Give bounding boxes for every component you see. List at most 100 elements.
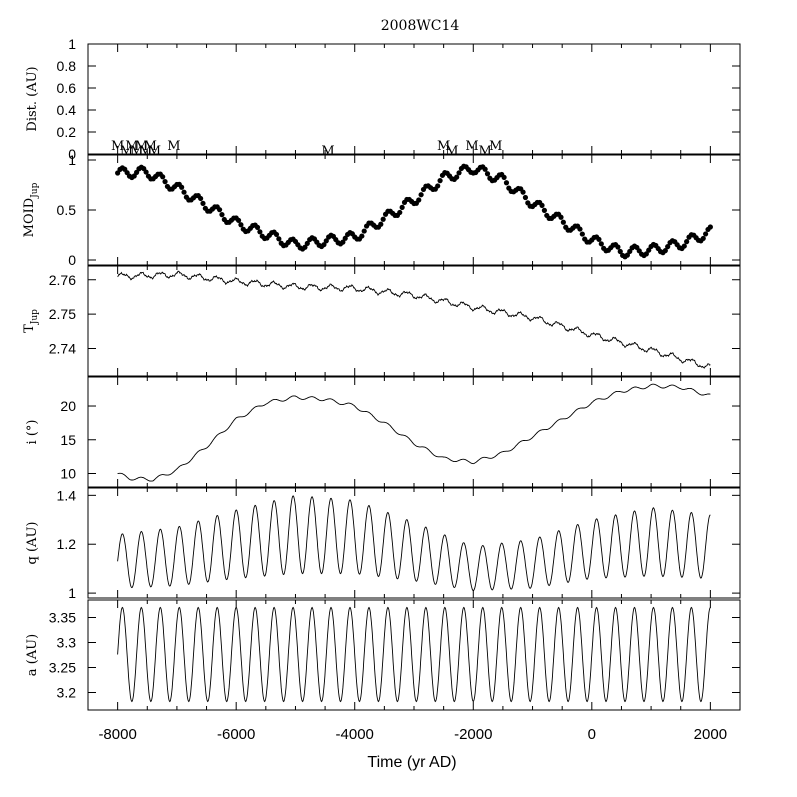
panel-frame xyxy=(87,487,741,599)
y-tick-label: 3.2 xyxy=(57,685,77,701)
data-point xyxy=(342,235,348,241)
close-approach-marker: M xyxy=(437,139,450,154)
x-axis-label: Time (yr AD) xyxy=(367,754,456,771)
panel-moid: 0 0.5 1 MOIDJup xyxy=(22,152,741,268)
data-point xyxy=(238,222,244,228)
data-point xyxy=(503,180,510,186)
data-point xyxy=(276,236,282,242)
x-tick-label: -2000 xyxy=(454,726,492,743)
data-point xyxy=(359,233,365,239)
data-point xyxy=(416,197,422,203)
data-point xyxy=(340,239,346,245)
x-tick-label: 2000 xyxy=(694,726,727,743)
y-tick-label: 0.4 xyxy=(57,102,77,118)
y-tick-label: 0.6 xyxy=(57,80,77,96)
data-point xyxy=(596,236,602,242)
x-tick-label: -6000 xyxy=(217,726,255,743)
data-point xyxy=(484,171,491,177)
data-point xyxy=(179,184,185,190)
data-point xyxy=(617,248,623,255)
close-approach-marker: M xyxy=(125,139,138,154)
data-point xyxy=(200,200,206,206)
data-point xyxy=(380,216,386,222)
panel-frame xyxy=(87,43,741,155)
data-point xyxy=(378,221,384,227)
data-point xyxy=(304,240,310,246)
data-point xyxy=(302,244,308,250)
data-point xyxy=(703,231,709,237)
data-point xyxy=(522,194,529,201)
y-tick-label: 2.76 xyxy=(49,272,76,288)
close-approach-marker: M xyxy=(167,139,180,154)
y-axis-label: TJup xyxy=(22,309,40,333)
close-approach-marker: M xyxy=(135,139,148,154)
series-line xyxy=(117,495,711,592)
data-point xyxy=(700,235,706,242)
y-tick-label: 20 xyxy=(60,398,76,414)
y-tick-label: 0 xyxy=(68,252,76,268)
close-approach-marker: M xyxy=(111,139,124,154)
y-tick-label: 0.2 xyxy=(57,124,77,140)
data-point xyxy=(160,174,166,180)
y-tick-label: 1.4 xyxy=(57,487,77,503)
y-tick-label: 3.25 xyxy=(49,660,76,676)
data-point xyxy=(646,247,652,253)
data-point xyxy=(435,183,441,189)
y-axis-label: Dist. (AU) xyxy=(25,66,40,131)
y-tick-label: 2.74 xyxy=(49,341,76,357)
data-point xyxy=(216,207,223,213)
data-point xyxy=(162,179,168,185)
data-point xyxy=(662,248,668,254)
y-tick-label: 10 xyxy=(60,466,76,482)
x-tick-label: 0 xyxy=(588,726,596,743)
y-tick-label: 0.5 xyxy=(57,202,77,218)
data-point xyxy=(143,169,149,175)
panel-frame xyxy=(87,265,741,377)
data-point xyxy=(627,248,633,255)
data-point xyxy=(254,224,261,230)
data-point xyxy=(219,212,225,218)
panel-frame xyxy=(87,154,741,266)
close-approach-marker: M xyxy=(144,139,157,154)
y-axis-label: i (°) xyxy=(25,420,40,445)
data-point xyxy=(665,244,671,250)
data-point xyxy=(615,244,621,250)
data-point xyxy=(198,195,204,202)
data-point xyxy=(707,224,713,230)
data-point xyxy=(579,231,585,237)
data-point xyxy=(181,189,187,195)
data-point xyxy=(321,242,327,248)
data-point xyxy=(598,241,604,247)
data-point xyxy=(257,229,263,235)
data-point xyxy=(560,219,566,225)
y-tick-label: 1.2 xyxy=(57,536,77,552)
data-point xyxy=(323,238,329,244)
x-tick-label: -8000 xyxy=(98,726,136,743)
y-tick-label: 1 xyxy=(68,36,76,52)
y-axis-label: q (AU) xyxy=(25,522,40,565)
data-point xyxy=(684,239,690,245)
data-point xyxy=(643,251,649,257)
data-point xyxy=(520,189,526,195)
close-approach-marker: M xyxy=(465,139,478,154)
y-tick-label: 0.8 xyxy=(57,58,77,74)
y-tick-label: 15 xyxy=(60,432,76,448)
series-line xyxy=(117,383,711,482)
data-point xyxy=(558,214,564,220)
panel-inclination: 10 15 20 i (°) xyxy=(25,376,741,488)
data-point xyxy=(454,174,460,180)
data-point xyxy=(456,170,462,176)
close-approach-marker: M xyxy=(148,144,161,159)
data-point xyxy=(624,252,630,258)
data-point xyxy=(235,217,242,223)
data-point xyxy=(541,207,548,213)
x-tick-label: -4000 xyxy=(336,726,374,743)
y-tick-label: 1 xyxy=(68,585,76,601)
data-point xyxy=(418,192,424,198)
panel-tisserand: 2.74 2.75 2.76 TJup xyxy=(22,265,741,377)
data-point xyxy=(482,166,488,172)
data-point xyxy=(361,228,367,234)
data-point xyxy=(399,204,405,210)
